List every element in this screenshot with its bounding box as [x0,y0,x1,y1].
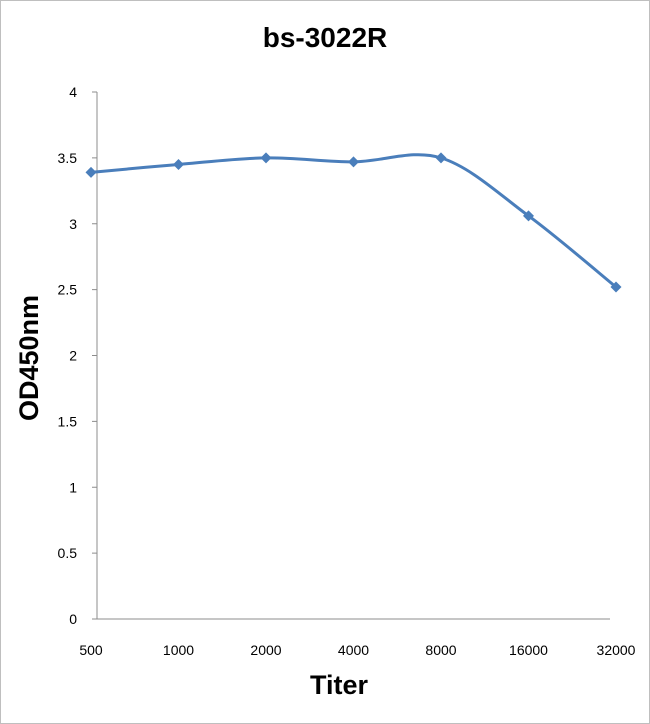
y-tick-label: 3 [69,216,77,232]
x-tick-label: 8000 [425,642,456,658]
y-ticks: 0 0.5 1 1.5 2 2.5 3 3.5 4 [58,84,97,627]
y-tick-label: 1.5 [58,413,78,429]
y-tick-label: 4 [69,84,77,100]
data-point-marker [348,156,359,168]
data-point-marker [85,166,97,178]
series-group [85,152,622,293]
y-tick-label: 0 [69,611,77,627]
x-axis-title: Titer [310,670,369,700]
y-tick-label: 0.5 [58,545,78,561]
data-point-marker [610,281,622,293]
chart-title: bs-3022R [263,22,388,53]
x-ticks: 500 1000 2000 4000 8000 16000 32000 [79,642,635,658]
y-tick-label: 3.5 [58,150,78,166]
x-tick-label: 2000 [250,642,281,658]
data-point-marker [173,158,184,170]
x-tick-label: 500 [79,642,103,658]
x-tick-label: 4000 [338,642,369,658]
data-point-marker [260,152,272,164]
y-axis-title: OD450nm [14,295,44,421]
y-tick-label: 1 [69,479,77,495]
series-line [90,153,617,289]
data-point-marker [523,210,534,222]
x-tick-label: 16000 [509,642,548,658]
x-tick-label: 32000 [597,642,636,658]
y-tick-label: 2 [69,348,77,364]
x-tick-label: 1000 [163,642,194,658]
data-point-marker [435,152,447,164]
y-tick-label: 2.5 [58,282,78,298]
